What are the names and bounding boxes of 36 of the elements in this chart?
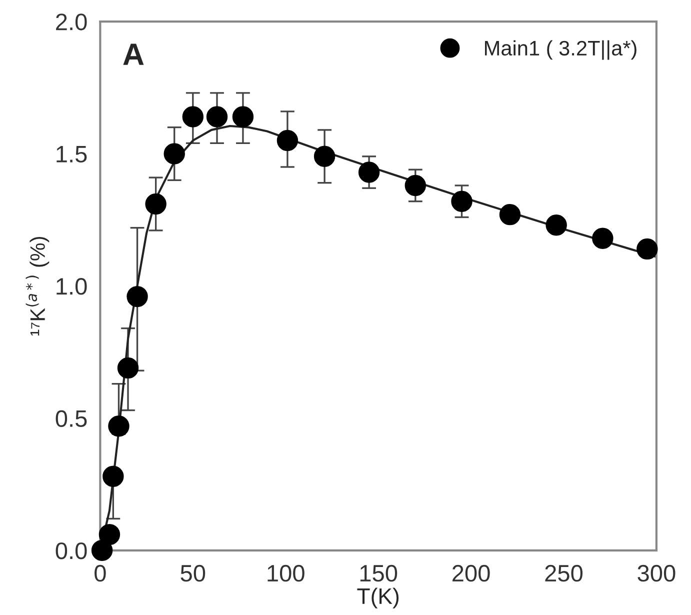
point — [404, 174, 426, 196]
point — [206, 106, 228, 128]
x-tick-label: 50 — [180, 564, 206, 582]
y-tick-label: 2.0 — [56, 14, 87, 30]
point — [499, 204, 521, 226]
y-tick-label: 0.0 — [56, 542, 87, 560]
point — [126, 286, 148, 308]
x-tick-label: 100 — [268, 564, 304, 582]
point — [451, 190, 472, 212]
y-tick-label: 1.0 — [56, 278, 87, 295]
point — [314, 146, 336, 167]
point — [164, 143, 185, 164]
x-tick-label: 0 — [94, 564, 106, 582]
point — [592, 228, 614, 249]
point — [276, 130, 298, 152]
x-tick-label: 150 — [360, 564, 398, 582]
legend-label: Main1 ( 3.2T||a*) — [485, 40, 636, 60]
y-tick-label: 1.5 — [56, 146, 87, 163]
x-tick-label: 300 — [638, 564, 676, 582]
point — [636, 238, 658, 260]
point — [232, 106, 254, 128]
y-tick-label: 0.5 — [56, 410, 87, 427]
annotation: A — [123, 44, 144, 65]
x-axis-title: T(K) — [357, 588, 399, 608]
y-axis-title: ¹⁷K$^{(a*)}$ (%) — [26, 236, 50, 336]
point — [546, 214, 567, 236]
point — [108, 416, 130, 437]
point — [182, 106, 204, 128]
point — [91, 540, 113, 562]
x-tick-label: 250 — [545, 564, 583, 582]
point — [98, 524, 120, 546]
point — [358, 162, 380, 183]
point — [145, 193, 166, 215]
point — [102, 466, 124, 487]
x-tick-label: 200 — [452, 564, 490, 582]
point — [117, 357, 139, 379]
